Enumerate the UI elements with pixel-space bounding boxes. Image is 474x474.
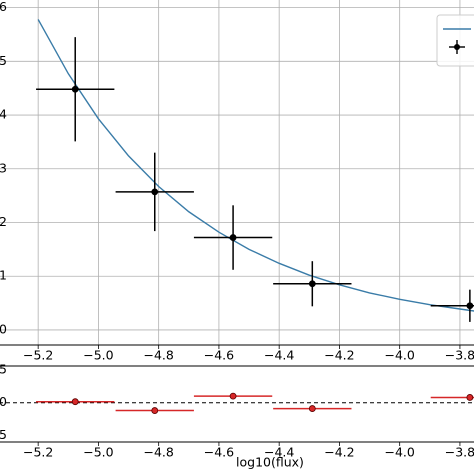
x-tick-label: −3.8 [445, 445, 474, 460]
data-point [229, 392, 237, 400]
axes-frame [0, 365, 474, 443]
data-point [466, 394, 474, 401]
axes-frame [0, 344, 474, 346]
y-tick-label: 0.5 [0, 361, 7, 376]
data-point [229, 234, 237, 241]
x-tick-label: −5.2 [23, 348, 53, 363]
y-tick-label: 0 [0, 321, 7, 336]
x-tick-label: −4.8 [143, 445, 173, 460]
y-tick-label: 5 [0, 53, 7, 68]
x-tick-label: −4.2 [324, 348, 354, 363]
x-tick-label: −4.6 [204, 445, 234, 460]
panel: −5.2 −5.0 −4.8 −4.6 −4.4 −4.2 −4.0 −3.8 −0.5 0 0.5… [0, 361, 474, 470]
x-axis-label: log10(flux) [236, 455, 304, 470]
y-tick-label: 1 [0, 268, 7, 283]
data-point [308, 405, 316, 412]
x-tick-label: −4.0 [385, 348, 415, 363]
y-tick-label: −0.5 [0, 427, 7, 442]
y-tick-label: 2 [0, 214, 7, 229]
y-tick-label: 4 [0, 107, 7, 122]
x-tick-label: −4.6 [204, 348, 234, 363]
data-point [71, 85, 79, 93]
fit-line [37, 19, 474, 312]
data-point [308, 280, 316, 288]
data-point [151, 188, 159, 196]
x-tick-label: −5.0 [83, 445, 113, 460]
y-tick-label: 3 [0, 160, 7, 175]
data-point [151, 407, 159, 414]
x-tick-label: −5.0 [83, 348, 113, 363]
x-tick-label: −4.4 [264, 445, 294, 460]
x-tick-label: −4.2 [324, 445, 354, 460]
x-tick-label: −3.8 [445, 348, 474, 363]
x-tick-label: −4.4 [264, 348, 294, 363]
panel: −5.2 −5.0 −4.8 −4.6 −4.4 −4.2 −4.0 −3.8 0 1 2 3 4 5 6 [0, 0, 474, 363]
y-tick-label: 6 [0, 0, 7, 14]
y-tick-label: 0 [0, 394, 7, 409]
x-tick-label: −4.8 [143, 348, 173, 363]
data-point [71, 398, 79, 406]
x-tick-label: −4.0 [385, 445, 415, 460]
legend-box [436, 14, 474, 67]
x-tick-label: −5.2 [23, 445, 53, 460]
legend-swatch [454, 44, 460, 50]
data-point [466, 302, 474, 310]
